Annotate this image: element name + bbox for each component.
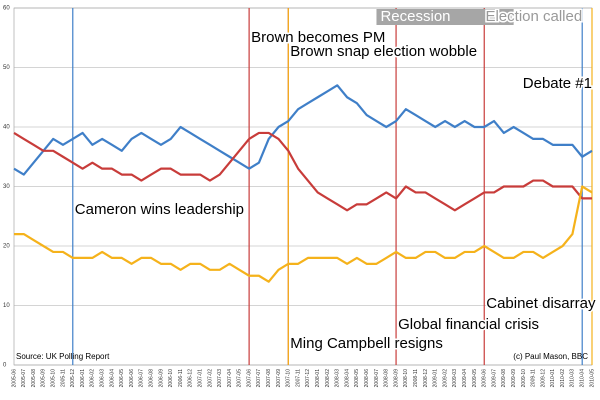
y-tick-label: 30	[3, 184, 10, 190]
event-label: Brown becomes PM	[251, 29, 385, 46]
x-tick-label: 2007-07	[256, 369, 262, 388]
x-tick-label: 2005-07	[21, 369, 27, 388]
x-tick-label: 2009-11	[531, 369, 537, 387]
x-tick-label: 2010-05	[589, 369, 595, 388]
x-tick-label: 2006-12	[188, 369, 194, 388]
x-tick-label: 2008-01	[315, 369, 321, 388]
x-tick-label: 2007-11	[295, 369, 301, 387]
x-tick-label: 2010-01	[550, 369, 556, 388]
x-tick-label: 2009-01	[433, 369, 439, 388]
x-tick-label: 2009-10	[521, 369, 527, 388]
x-tick-label: 2008-10	[403, 369, 409, 388]
x-tick-label: 2005-08	[31, 369, 37, 388]
x-tick-label: 2007-04	[227, 369, 233, 388]
series-line	[13, 131, 592, 212]
x-tick-label: 2008-07	[374, 369, 380, 388]
x-tick-label: 2005-11	[60, 369, 66, 387]
x-tick-label: 2008-04	[344, 369, 350, 388]
x-tick-label: 2008-05	[354, 369, 360, 388]
x-tick-label: 2009-08	[501, 369, 507, 388]
source-note: Source: UK Polling Report	[16, 352, 110, 361]
x-tick-label: 2007-02	[207, 369, 213, 388]
x-tick-label: 2006-03	[99, 369, 105, 388]
x-tick-label: 2007-03	[217, 369, 223, 388]
x-tick-label: 2006-08	[148, 369, 154, 388]
x-tick-label: 2008-08	[384, 369, 390, 388]
x-tick-label: 2007-05	[237, 369, 243, 388]
x-tick-label: 2006-10	[168, 369, 174, 388]
x-tick-label: 2009-12	[540, 369, 546, 388]
x-tick-label: 2009-07	[491, 369, 497, 388]
event-label: Election called	[485, 8, 582, 25]
x-tick-label: 2007-01	[197, 369, 203, 388]
recession-box	[376, 9, 514, 25]
x-tick-label: 2010-03	[570, 369, 576, 388]
y-tick-label: 20	[3, 244, 10, 250]
event-label: Global financial crisis	[398, 316, 539, 333]
y-tick-label: 10	[3, 303, 10, 309]
y-tick-label: 50	[3, 65, 10, 71]
series-line	[14, 185, 593, 283]
x-tick-label: 2007-12	[305, 369, 311, 388]
x-tick-label: 2006-05	[119, 369, 125, 388]
series-line	[13, 84, 593, 176]
y-tick-label: 60	[3, 6, 10, 12]
x-tick-label: 2006-06	[129, 369, 135, 388]
x-tick-label: 2008-11	[413, 369, 419, 387]
recession-label: Recession	[380, 8, 450, 25]
x-tick-label: 2007-10	[286, 369, 292, 388]
x-tick-label: 2005-06	[11, 369, 17, 388]
x-tick-label: 2008-02	[325, 369, 331, 388]
credit-note: (c) Paul Mason, BBC	[513, 352, 588, 361]
x-tick-label: 2006-04	[109, 369, 115, 388]
x-tick-label: 2005-09	[41, 369, 47, 388]
event-label: Ming Campbell resigns	[290, 335, 443, 352]
y-tick-label: 0	[3, 363, 7, 369]
x-tick-label: 2009-05	[472, 369, 478, 388]
x-tick-label: 2008-09	[393, 369, 399, 388]
event-label: Brown snap election wobble	[290, 43, 477, 60]
x-tick-label: 2008-06	[364, 369, 370, 388]
x-tick-label: 2005-10	[51, 369, 57, 388]
event-label: Cabinet disarray ends	[486, 295, 600, 312]
x-tick-label: 2007-09	[276, 369, 282, 388]
x-tick-label: 2005-12	[70, 369, 76, 388]
x-tick-label: 2006-09	[158, 369, 164, 388]
x-tick-label: 2006-02	[90, 369, 96, 388]
x-tick-label: 2006-11	[178, 369, 184, 387]
x-tick-label: 2009-06	[482, 369, 488, 388]
x-tick-label: 2006-07	[139, 369, 145, 388]
x-tick-label: 2008-03	[335, 369, 341, 388]
event-label: Cameron wins leadership	[75, 201, 244, 218]
x-tick-label: 2006-01	[80, 369, 86, 388]
x-tick-label: 2009-04	[462, 369, 468, 388]
x-tick-label: 2009-02	[442, 369, 448, 388]
x-tick-label: 2010-02	[560, 369, 566, 388]
event-label: Debate #1	[523, 75, 592, 92]
x-tick-label: 2007-06	[246, 369, 252, 388]
x-tick-label: 2008-12	[423, 369, 429, 388]
x-tick-label: 2009-03	[452, 369, 458, 388]
x-tick-label: 2009-09	[511, 369, 517, 388]
y-tick-label: 40	[3, 125, 10, 131]
x-tick-label: 2010-04	[580, 369, 586, 388]
x-tick-label: 2007-08	[266, 369, 272, 388]
